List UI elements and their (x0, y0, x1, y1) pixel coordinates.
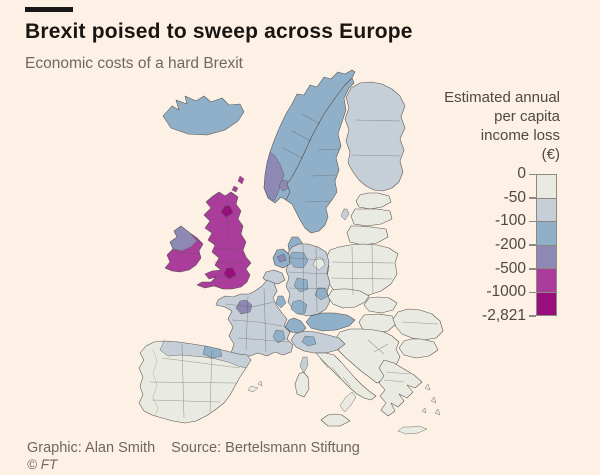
region-italy-peninsula (315, 352, 377, 401)
region-shetland (237, 175, 245, 185)
region-corsica (299, 356, 309, 374)
region-calabria (339, 391, 357, 413)
footer-credits: Graphic: Alan Smith Source: Bertelsmann S… (27, 440, 360, 456)
region-slovakia (363, 296, 398, 314)
region-france-patch-east (275, 295, 287, 309)
region-estonia (355, 192, 392, 210)
graphic-credit: Graphic: Alan Smith (27, 440, 156, 456)
region-portugal-border (152, 348, 159, 417)
region-orkney (231, 185, 239, 193)
region-latvia (350, 208, 393, 227)
region-hungary (358, 313, 397, 334)
region-sweden (285, 77, 355, 234)
region-iceland (162, 95, 245, 136)
region-france (215, 279, 294, 357)
region-germany-patch-south (290, 299, 308, 315)
region-finland (344, 81, 406, 192)
region-lithuania (346, 225, 389, 246)
region-switzerland (284, 317, 307, 334)
region-france-northwest-pocket (235, 299, 253, 315)
region-aegean-islands (421, 383, 441, 416)
page-title: Brexit poised to sweep across Europe (25, 20, 413, 43)
region-bulgaria (398, 338, 439, 359)
region-crete (397, 425, 428, 435)
region-london (223, 267, 237, 280)
region-gotland (340, 208, 350, 221)
region-oslo (278, 179, 290, 192)
region-germany-patch-east (314, 287, 329, 301)
region-greece (378, 359, 423, 417)
source-credit: Source: Bertelsmann Stiftung (171, 440, 360, 456)
region-sicily (320, 413, 351, 427)
region-austria (305, 312, 356, 332)
region-great-britain (196, 191, 252, 290)
ft-copyright: © FT (27, 457, 58, 472)
region-netherlands-pocket (276, 253, 287, 263)
region-scotland-northeast (220, 205, 234, 218)
title-accent-bar (25, 7, 73, 12)
nuts-borders (149, 113, 439, 419)
region-balearics (247, 380, 263, 393)
region-sardinia (294, 371, 310, 398)
region-poland (325, 243, 399, 298)
region-ireland-northwest (169, 225, 198, 252)
region-basque (202, 345, 223, 359)
page-subtitle: Economic costs of a hard Brexit (25, 55, 243, 72)
region-romania (392, 308, 444, 341)
region-czechia (327, 288, 370, 309)
region-italy-north (290, 330, 346, 354)
region-france-patch-rhone (272, 329, 286, 344)
region-norway-southwest (263, 151, 285, 202)
region-italy-lombardy-patch (301, 335, 317, 347)
